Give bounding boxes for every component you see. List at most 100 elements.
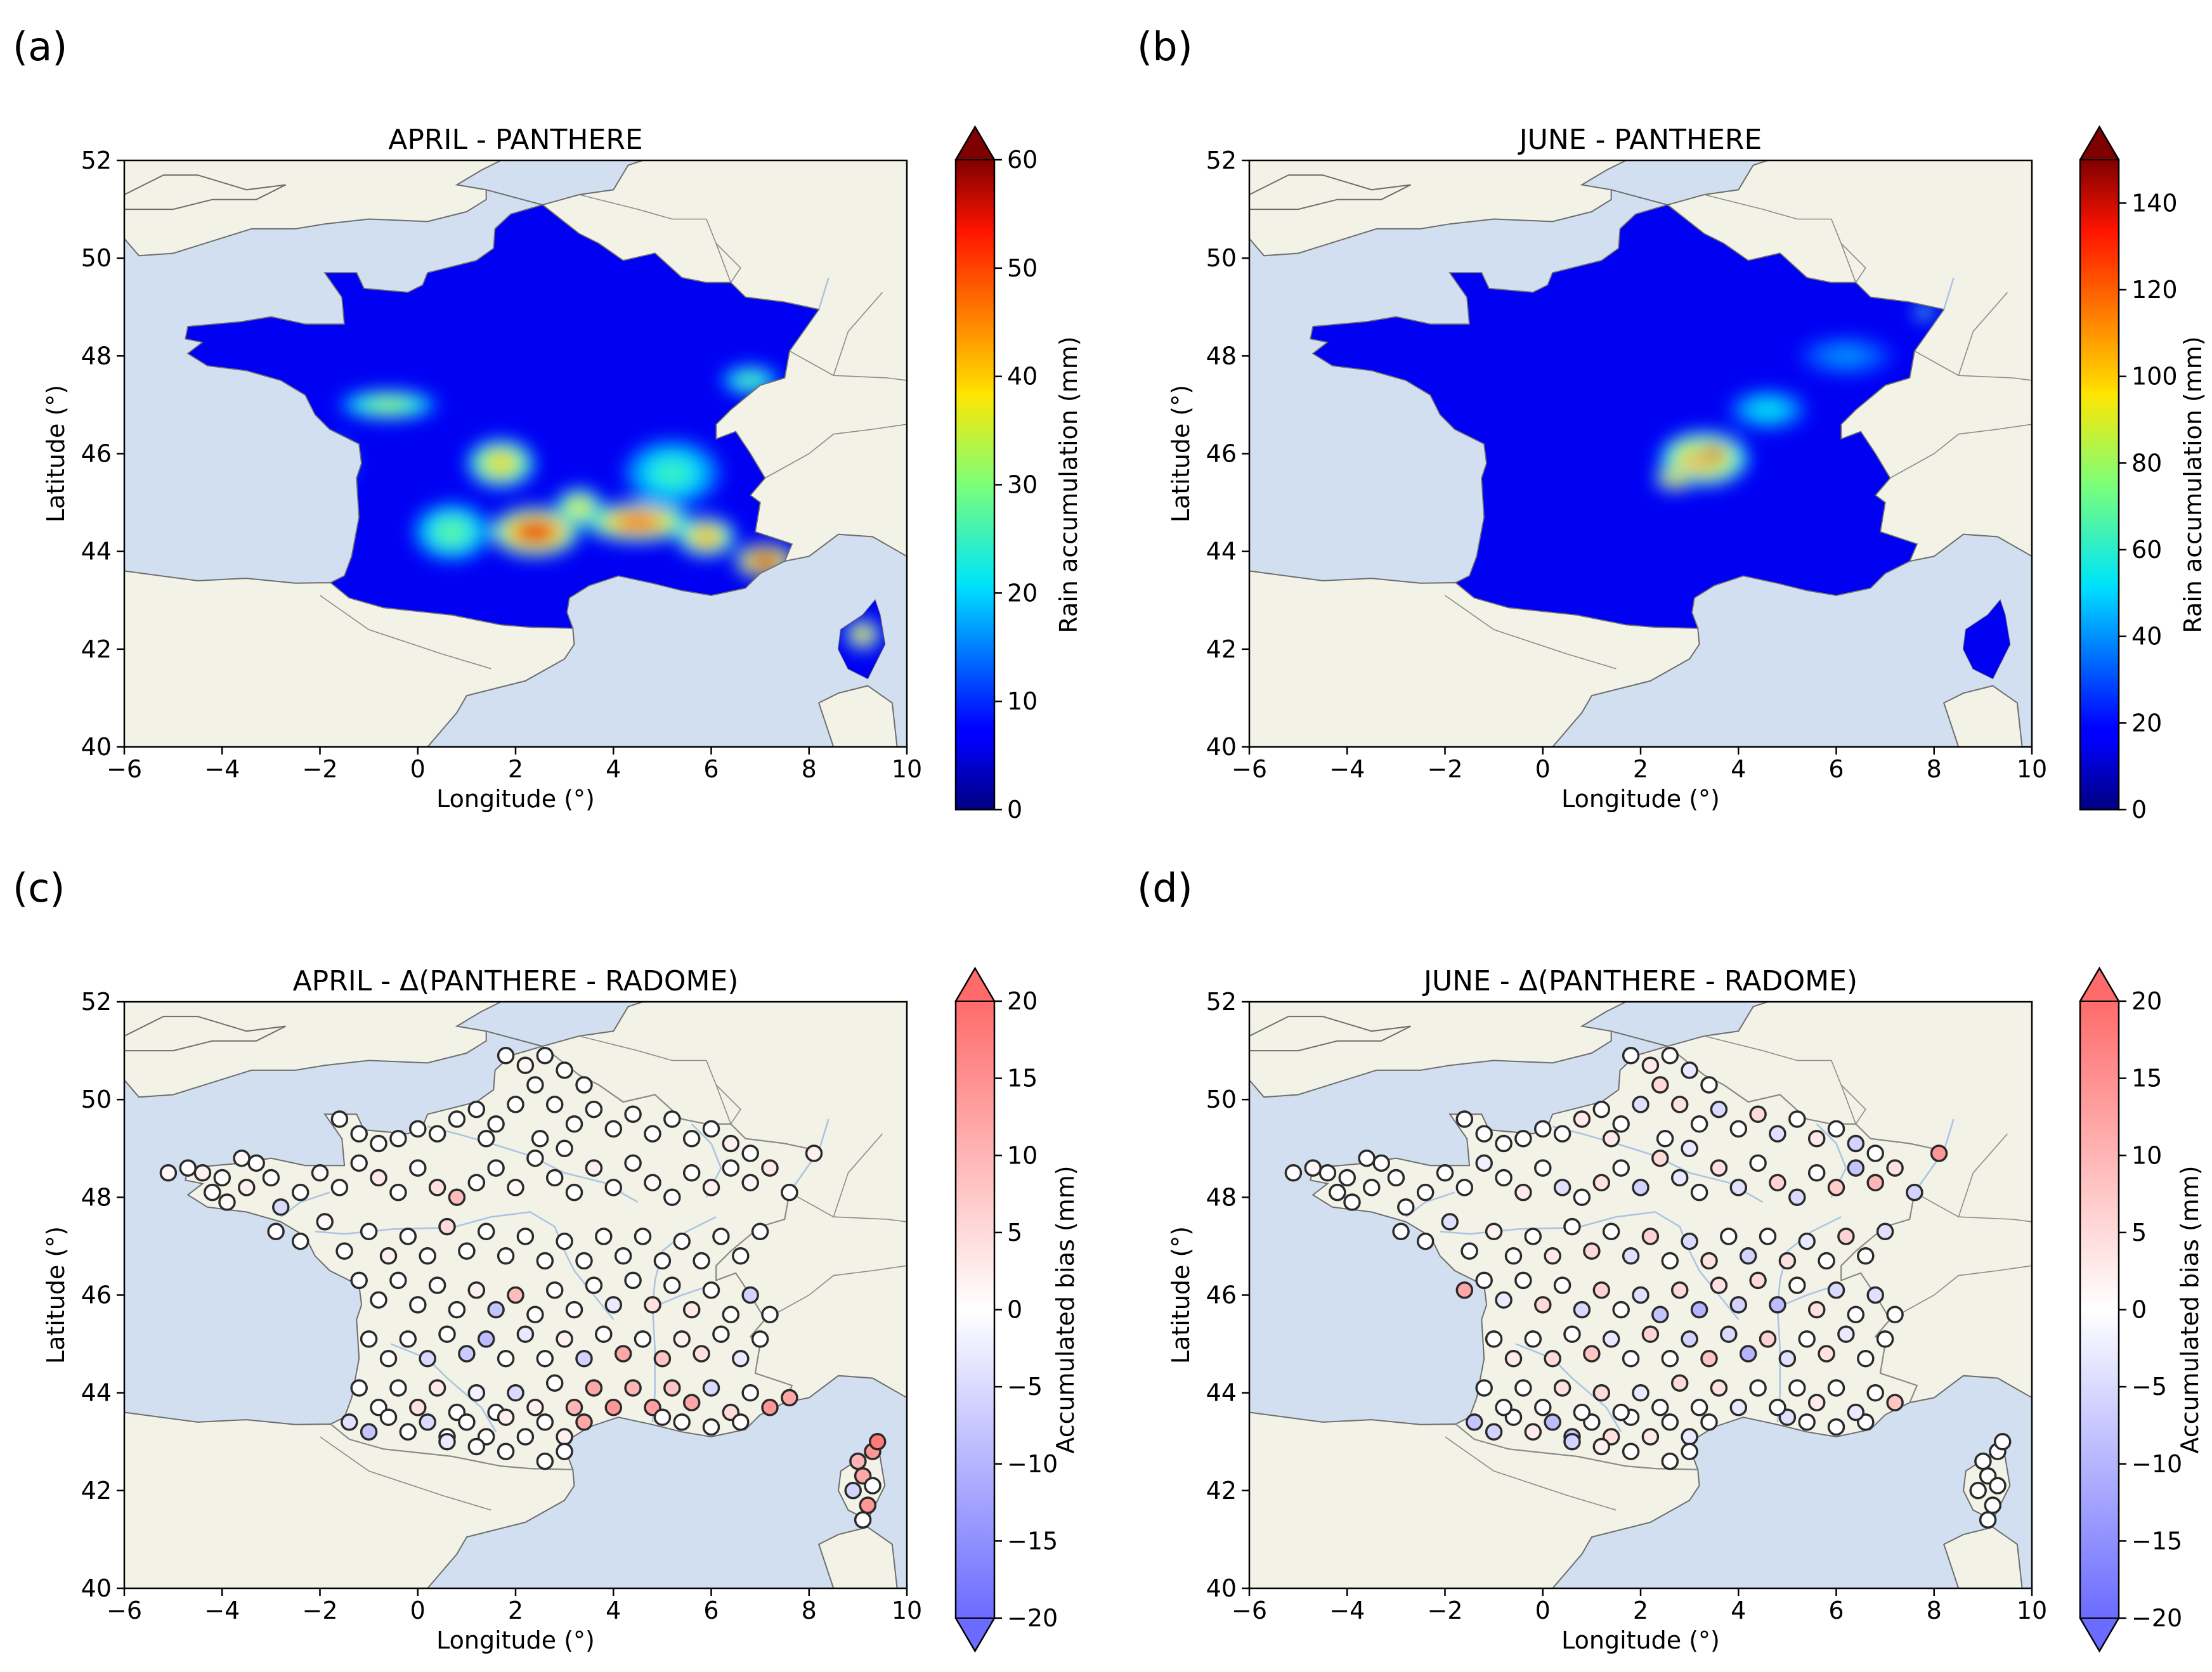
station-marker xyxy=(693,1252,710,1270)
colorbar-tick-label: 5 xyxy=(1007,1219,1022,1247)
station-marker xyxy=(732,1349,750,1368)
station-marker xyxy=(428,1125,446,1143)
station-marker xyxy=(1632,1179,1649,1196)
station-marker xyxy=(1485,1423,1503,1441)
station-marker xyxy=(1749,1154,1767,1172)
colorbar-label: Accumulated bias (mm) xyxy=(1051,1165,1079,1453)
station-marker xyxy=(1661,1047,1679,1065)
station-marker xyxy=(1504,1247,1523,1265)
x-tick-label: 10 xyxy=(892,1597,922,1624)
y-tick-label: 52 xyxy=(81,988,112,1016)
station-marker xyxy=(526,1149,544,1167)
colorbar-extend-min xyxy=(954,1617,996,1652)
colorbar: 0 10 20 30 40 50 60 Rain accumulation (mm) xyxy=(954,125,1083,824)
station-marker xyxy=(1534,1399,1552,1416)
station-marker xyxy=(1622,1047,1640,1065)
station-marker xyxy=(1681,1232,1698,1250)
station-marker xyxy=(1710,1379,1728,1397)
station-marker xyxy=(448,1188,466,1207)
colorbar-tick-label: 120 xyxy=(2131,276,2178,304)
station-marker xyxy=(1769,1296,1786,1314)
x-axis-label: Longitude (°) xyxy=(1561,1626,1720,1654)
station-marker xyxy=(536,1413,554,1431)
land-wales xyxy=(1249,174,1411,211)
station-marker xyxy=(1906,1183,1923,1202)
station-marker xyxy=(682,1394,701,1411)
x-tick-label: 8 xyxy=(802,1597,817,1624)
x-tick-label: −6 xyxy=(107,755,142,783)
station-marker xyxy=(1710,1276,1728,1294)
station-marker xyxy=(1798,1413,1816,1431)
station-marker xyxy=(1847,1403,1865,1422)
station-marker xyxy=(1866,1286,1884,1304)
colorbar-tick-label: 0 xyxy=(2131,796,2147,824)
station-marker xyxy=(335,1242,353,1260)
station-marker xyxy=(399,1330,417,1348)
panel-b: (b)JUNE - PANTHERE−6 −4 −2 0 2 4 6 8 10404244464… xyxy=(1137,23,2207,824)
station-marker xyxy=(693,1345,710,1363)
station-marker xyxy=(516,1325,535,1343)
rain-maximum xyxy=(1706,449,1722,458)
station-marker xyxy=(1979,1511,1997,1529)
colorbar-outline xyxy=(2079,125,2120,811)
station-marker xyxy=(1681,1330,1698,1348)
country-border xyxy=(715,1084,741,1125)
country-border xyxy=(1914,1191,2032,1222)
station-marker xyxy=(663,1110,681,1128)
station-marker xyxy=(1661,1349,1679,1368)
stations xyxy=(1284,1047,2012,1529)
station-marker xyxy=(1475,1271,1493,1290)
station-marker xyxy=(1974,1452,1992,1470)
station-marker xyxy=(614,1247,632,1265)
station-marker xyxy=(379,1408,398,1426)
station-marker xyxy=(1661,1413,1679,1431)
station-marker xyxy=(1544,1247,1561,1265)
panel-c: (c)APRIL - Δ(PANTHERE - RADOME)−6 −4 −2 0 2 4… xyxy=(13,865,1079,1654)
station-marker xyxy=(1612,1300,1630,1319)
station-marker xyxy=(536,1452,554,1470)
station-marker xyxy=(556,1232,573,1250)
station-marker xyxy=(1847,1306,1865,1324)
station-marker xyxy=(702,1281,720,1299)
country-border xyxy=(1958,292,2008,376)
station-marker xyxy=(1866,1384,1884,1402)
x-tick-label: −2 xyxy=(1427,755,1462,783)
station-marker xyxy=(1632,1384,1649,1402)
x-tick-label: −2 xyxy=(302,755,337,783)
station-marker xyxy=(497,1047,515,1065)
station-marker xyxy=(1749,1105,1767,1124)
station-marker xyxy=(585,1379,603,1397)
country-border xyxy=(764,424,907,479)
station-marker xyxy=(428,1276,446,1294)
station-marker xyxy=(1544,1413,1561,1431)
station-marker xyxy=(1866,1144,1884,1162)
station-marker xyxy=(1651,1306,1669,1324)
station-marker xyxy=(1284,1164,1303,1182)
station-marker xyxy=(1681,1139,1698,1158)
country-border xyxy=(1445,595,1617,670)
station-marker xyxy=(516,1228,535,1245)
station-marker xyxy=(1661,1452,1679,1470)
x-tick-label: −6 xyxy=(1232,1597,1267,1624)
station-marker xyxy=(1670,1281,1689,1299)
station-marker xyxy=(1592,1437,1611,1456)
x-tick-label: −4 xyxy=(204,755,240,783)
station-marker xyxy=(204,1183,221,1202)
station-marker xyxy=(477,1330,495,1348)
station-marker xyxy=(1583,1242,1601,1260)
station-marker xyxy=(585,1159,603,1177)
station-marker xyxy=(565,1115,583,1133)
station-marker xyxy=(1534,1296,1552,1314)
station-marker xyxy=(624,1105,642,1124)
x-tick-label: 4 xyxy=(1731,755,1746,783)
station-marker xyxy=(1759,1228,1777,1245)
x-tick-label: 10 xyxy=(892,755,922,783)
colorbar-extend-min xyxy=(2079,1617,2120,1652)
station-marker xyxy=(350,1271,368,1290)
station-marker xyxy=(585,1100,603,1118)
station-marker xyxy=(507,1179,524,1196)
station-marker xyxy=(751,1330,769,1348)
y-tick-label: 50 xyxy=(81,244,112,272)
y-axis-label: Latitude (°) xyxy=(1167,385,1195,522)
colorbar-tick-label: 15 xyxy=(2131,1065,2162,1092)
